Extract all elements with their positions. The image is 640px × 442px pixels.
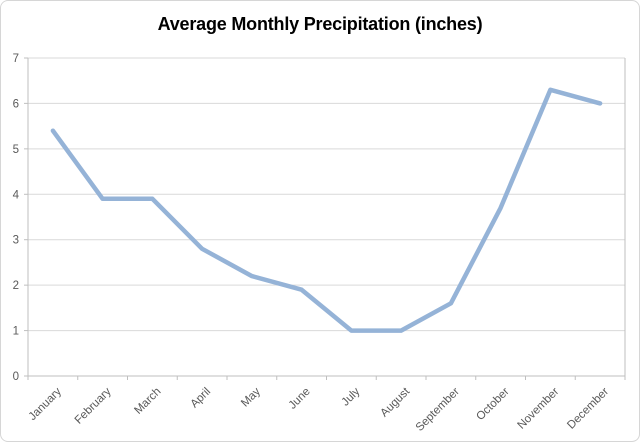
y-axis-label: 3: [13, 235, 19, 247]
y-axis-label: 4: [13, 189, 20, 201]
x-axis-label: February: [73, 385, 114, 426]
x-axis-label: March: [132, 386, 163, 417]
x-axis-label: April: [188, 386, 213, 411]
y-axis-label: 1: [13, 326, 19, 338]
x-axis-label: September: [414, 386, 462, 434]
x-axis-label: July: [340, 385, 363, 408]
x-axis-label: January: [27, 385, 65, 423]
y-axis-label: 0: [13, 371, 19, 383]
y-axis-label: 2: [13, 280, 19, 292]
x-axis-label: May: [239, 385, 263, 409]
x-axis-label: December: [565, 386, 611, 432]
chart-title: Average Monthly Precipitation (inches): [157, 14, 483, 34]
y-axis-label: 5: [13, 144, 19, 156]
x-axis-label: November: [515, 386, 561, 432]
x-axis-label: October: [474, 386, 512, 424]
precipitation-series-line: [50, 87, 603, 333]
x-axis-label: August: [378, 385, 412, 419]
y-axis-label: 7: [13, 53, 19, 65]
y-axis-label: 6: [13, 98, 19, 110]
x-axis-label: June: [287, 386, 313, 412]
